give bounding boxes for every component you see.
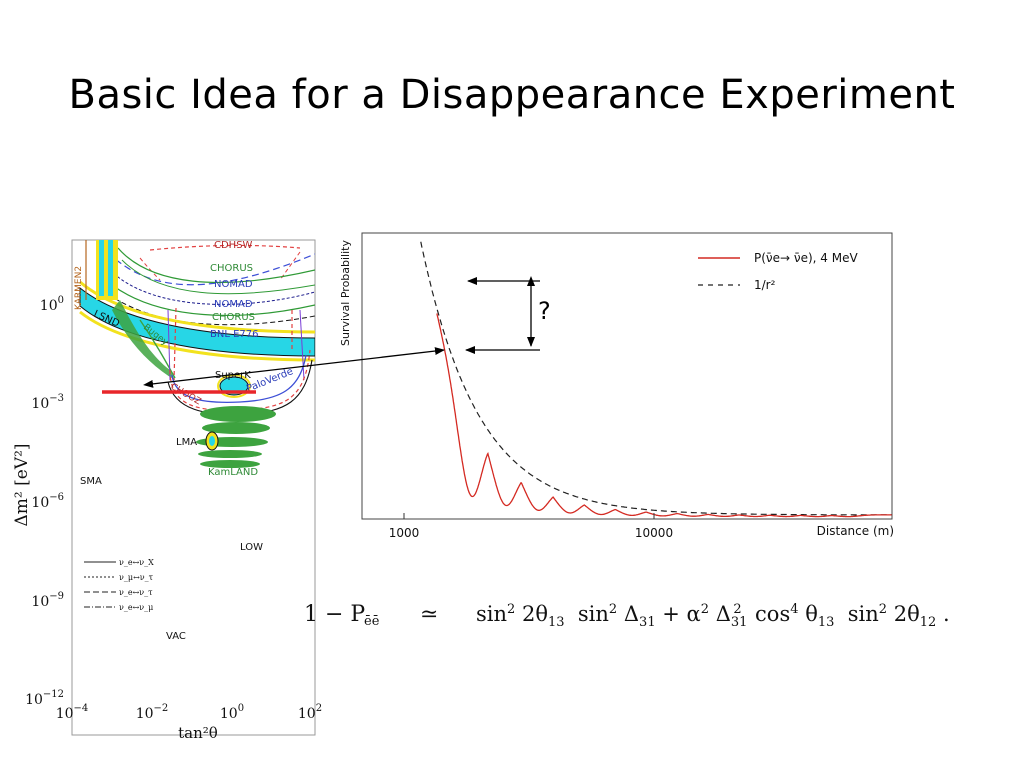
arrow-link [143, 347, 445, 388]
xtick-3: 102 [298, 703, 322, 722]
formula-part: 31 [639, 615, 656, 631]
formula-part: 2θ [515, 602, 548, 626]
label-nomad-1: NOMAD [214, 279, 253, 290]
legend-ve-vtau: ν_e↔ν_τ [119, 588, 153, 597]
legend-survival: P(ν̄e→ ν̄e), 4 MeV [754, 251, 858, 265]
lsnd-band [79, 286, 315, 357]
right-ylabel: Survival Probability [339, 240, 352, 346]
formula-part: 2 [507, 602, 516, 617]
kamland-region [196, 406, 276, 468]
bugey-contour [112, 300, 175, 380]
legend-inverse-square: 1/r² [754, 278, 776, 292]
formula-part: sin [834, 602, 879, 626]
formula-part: 2 [700, 602, 710, 617]
legend-vmu-vtau: ν_μ↔ν_τ [119, 573, 154, 582]
ytick-2: 10−6 [31, 492, 64, 511]
cdhsw-contour [149, 244, 301, 251]
highlight-line [102, 390, 256, 394]
label-chorus-1: CHORUS [210, 263, 253, 274]
formula-part: Δ [617, 602, 640, 626]
formula-rhs: sin2 2θ13 sin2 Δ31 + α2 Δ312 cos4 θ13 si… [476, 602, 950, 630]
label-chorus-2: CHORUS [212, 312, 255, 323]
formula-part: 2 [608, 602, 618, 617]
formula-part: 31 [730, 615, 748, 631]
ytick-4: 10−12 [25, 689, 64, 708]
formula-part: 13 [548, 615, 565, 631]
formula-lhs-sub: ēē [364, 614, 380, 629]
formula-part: 2 [878, 602, 888, 617]
right-plot-frame [361, 232, 893, 520]
slide-title: Basic Idea for a Disappearance Experimen… [68, 72, 956, 118]
label-sma: SMA [80, 476, 102, 487]
formula-part: 2 [733, 602, 742, 617]
label-nomad-2: NOMAD [214, 299, 253, 310]
formula-part: sin [476, 602, 508, 626]
legend-ve-vx: ν_e↔ν_X [119, 558, 154, 567]
formula-approx: ≃ [420, 602, 439, 627]
right-xtick-1: 10000 [635, 526, 673, 540]
label-kamland: KamLAND [208, 467, 258, 478]
left-plot-legend [84, 561, 116, 608]
label-lma: LMA [176, 437, 197, 448]
formula-part: + α [655, 602, 701, 626]
left-ylabel: Δm² [eV²] [12, 443, 32, 526]
ytick-1: 10−3 [31, 393, 64, 412]
left-xlabel: tan²θ [178, 724, 218, 742]
label-vac: VAC [166, 631, 186, 642]
formula-part: Δ [709, 602, 731, 626]
chorus-contour [117, 247, 315, 284]
formula-part: sin [564, 602, 609, 626]
inverse-square-curve [420, 241, 892, 516]
legend-ve-vmu: ν_e↔ν_μ [119, 603, 153, 612]
question-mark: ? [538, 297, 551, 325]
karmen-region [85, 240, 118, 300]
right-plot-legend: P(ν̄e→ ν̄e), 4 MeV 1/r² [698, 251, 858, 292]
label-karmen2: KARMEN2 [74, 266, 84, 310]
ytick-0: 100 [40, 295, 64, 314]
formula-part: . [936, 602, 950, 626]
formula-part: 13 [817, 615, 835, 631]
label-cdhsw: CDHSW [214, 240, 253, 251]
formula-part: 2θ [887, 602, 920, 626]
survival-probability-plot: P(ν̄e→ ν̄e), 4 MeV 1/r² 1000 10000 Dista… [339, 232, 894, 540]
xtick-2: 100 [220, 703, 244, 722]
ytick-3: 10−9 [31, 591, 64, 610]
right-xlabel: Distance (m) [817, 524, 894, 538]
formula-part: θ [798, 602, 818, 626]
formula-part: cos [741, 602, 791, 626]
formula-part: 4 [790, 602, 799, 617]
label-low: LOW [240, 542, 263, 553]
right-xtick-0: 1000 [389, 526, 420, 540]
survival-formula: 1 − P ēē ≃ sin2 2θ13 sin2 Δ31 + α2 Δ312 … [300, 596, 1010, 636]
label-bnl-e776: BNL E776 [210, 329, 259, 340]
xtick-1: 10−2 [136, 703, 169, 722]
survival-probability-curve [436, 313, 892, 518]
xtick-0: 10−4 [56, 703, 89, 722]
formula-lhs: 1 − P [304, 602, 366, 627]
formula-part: 12 [919, 615, 937, 631]
